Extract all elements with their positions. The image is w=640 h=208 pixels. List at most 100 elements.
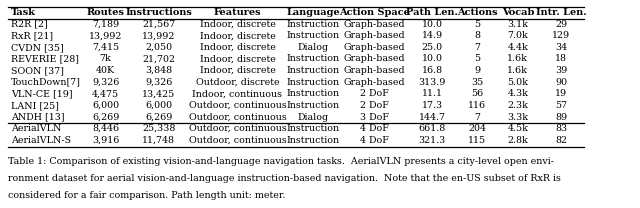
- Text: 4 DoF: 4 DoF: [360, 124, 389, 133]
- Text: 13,992: 13,992: [89, 31, 122, 40]
- Text: 129: 129: [552, 31, 570, 40]
- Text: REVERIE [28]: REVERIE [28]: [11, 54, 79, 63]
- Text: 21,567: 21,567: [142, 20, 175, 29]
- Text: Instructions: Instructions: [125, 8, 192, 17]
- Text: 7: 7: [474, 43, 480, 52]
- Text: Routes: Routes: [86, 8, 125, 17]
- Text: RxR [21]: RxR [21]: [11, 31, 53, 40]
- Text: Features: Features: [214, 8, 261, 17]
- Text: Graph-based: Graph-based: [344, 66, 406, 75]
- Text: 82: 82: [555, 136, 567, 145]
- Text: Language: Language: [286, 8, 340, 17]
- Text: 7: 7: [474, 113, 480, 121]
- Text: Instruction: Instruction: [286, 124, 340, 133]
- Text: TouchDown[7]: TouchDown[7]: [11, 78, 81, 87]
- Text: 1.6k: 1.6k: [508, 54, 528, 63]
- Text: 2.3k: 2.3k: [508, 101, 528, 110]
- Text: 3.3k: 3.3k: [508, 113, 528, 121]
- Text: 57: 57: [555, 101, 567, 110]
- Text: 25.0: 25.0: [422, 43, 443, 52]
- Text: Instruction: Instruction: [286, 136, 340, 145]
- Text: 3.1k: 3.1k: [508, 20, 528, 29]
- Text: Outdoor, continuous: Outdoor, continuous: [189, 113, 286, 121]
- Text: 9: 9: [474, 66, 480, 75]
- Text: LANI [25]: LANI [25]: [11, 101, 59, 110]
- Text: 19: 19: [555, 89, 567, 98]
- Text: Table 1: Comparison of existing vision-and-language navigation tasks.  AerialVLN: Table 1: Comparison of existing vision-a…: [8, 157, 554, 166]
- Text: Task: Task: [11, 8, 36, 17]
- Text: 34: 34: [555, 43, 567, 52]
- Text: 204: 204: [468, 124, 486, 133]
- Text: 7k: 7k: [100, 54, 111, 63]
- Text: 2 DoF: 2 DoF: [360, 89, 389, 98]
- Text: 21,702: 21,702: [142, 54, 175, 63]
- Text: 2,050: 2,050: [145, 43, 172, 52]
- Text: 18: 18: [555, 54, 567, 63]
- Text: Dialog: Dialog: [298, 113, 328, 121]
- Text: Graph-based: Graph-based: [344, 20, 406, 29]
- Text: 661.8: 661.8: [419, 124, 446, 133]
- Text: 90: 90: [555, 78, 567, 87]
- Text: Outdoor, continuous: Outdoor, continuous: [189, 124, 286, 133]
- Text: Vocab: Vocab: [502, 8, 534, 17]
- Text: Instruction: Instruction: [286, 101, 340, 110]
- Text: 9,326: 9,326: [92, 78, 119, 87]
- Text: 1.6k: 1.6k: [508, 66, 528, 75]
- Text: 6,269: 6,269: [92, 113, 119, 121]
- Text: 10.0: 10.0: [422, 54, 443, 63]
- Text: Action Space: Action Space: [339, 8, 410, 17]
- Text: Outdoor, continuous: Outdoor, continuous: [189, 101, 286, 110]
- Text: 11.1: 11.1: [422, 89, 443, 98]
- Text: Indoor, discrete: Indoor, discrete: [200, 66, 275, 75]
- Text: Actions: Actions: [457, 8, 497, 17]
- Text: Indoor, discrete: Indoor, discrete: [200, 54, 275, 63]
- Text: Dialog: Dialog: [298, 43, 328, 52]
- Text: Graph-based: Graph-based: [344, 31, 406, 40]
- Text: 16.8: 16.8: [422, 66, 443, 75]
- Text: Instruction: Instruction: [286, 31, 340, 40]
- Text: Indoor, discrete: Indoor, discrete: [200, 43, 275, 52]
- Text: 5: 5: [474, 20, 480, 29]
- Text: 4.3k: 4.3k: [508, 89, 528, 98]
- Text: 144.7: 144.7: [419, 113, 446, 121]
- Text: Intr. Len.: Intr. Len.: [536, 8, 586, 17]
- Text: 4,475: 4,475: [92, 89, 119, 98]
- Text: 115: 115: [468, 136, 486, 145]
- Text: Path Len.: Path Len.: [406, 8, 458, 17]
- Text: 2 DoF: 2 DoF: [360, 101, 389, 110]
- Text: 6,000: 6,000: [92, 101, 119, 110]
- Text: 4.5k: 4.5k: [508, 124, 528, 133]
- Text: Graph-based: Graph-based: [344, 78, 406, 87]
- Text: R2R [2]: R2R [2]: [11, 20, 47, 29]
- Text: 9,326: 9,326: [145, 78, 172, 87]
- Text: 5.0k: 5.0k: [508, 78, 528, 87]
- Text: 56: 56: [471, 89, 483, 98]
- Text: 25,338: 25,338: [142, 124, 175, 133]
- Text: 5: 5: [474, 54, 480, 63]
- Text: 3,916: 3,916: [92, 136, 119, 145]
- Text: 89: 89: [555, 113, 567, 121]
- Text: AerialVLN-S: AerialVLN-S: [11, 136, 71, 145]
- Text: Instruction: Instruction: [286, 66, 340, 75]
- Text: ronment dataset for aerial vision-and-language instruction-based navigation.  No: ronment dataset for aerial vision-and-la…: [8, 174, 561, 183]
- Text: 8: 8: [474, 31, 480, 40]
- Text: ANDH [13]: ANDH [13]: [11, 113, 65, 121]
- Text: Indoor, discrete: Indoor, discrete: [200, 20, 275, 29]
- Text: Indoor, continuous: Indoor, continuous: [193, 89, 282, 98]
- Text: 14.9: 14.9: [422, 31, 443, 40]
- Text: 13,425: 13,425: [142, 89, 175, 98]
- Text: 39: 39: [555, 66, 567, 75]
- Text: CVDN [35]: CVDN [35]: [11, 43, 63, 52]
- Text: 7,415: 7,415: [92, 43, 119, 52]
- Text: 8,446: 8,446: [92, 124, 119, 133]
- Text: Outdoor, discrete: Outdoor, discrete: [196, 78, 279, 87]
- Text: Instruction: Instruction: [286, 78, 340, 87]
- Text: 321.3: 321.3: [419, 136, 446, 145]
- Text: 35: 35: [471, 78, 483, 87]
- Text: VLN-CE [19]: VLN-CE [19]: [11, 89, 72, 98]
- Text: 4.4k: 4.4k: [508, 43, 528, 52]
- Text: 7.0k: 7.0k: [508, 31, 528, 40]
- Text: Graph-based: Graph-based: [344, 43, 406, 52]
- Text: 10.0: 10.0: [422, 20, 443, 29]
- Text: 2.8k: 2.8k: [508, 136, 528, 145]
